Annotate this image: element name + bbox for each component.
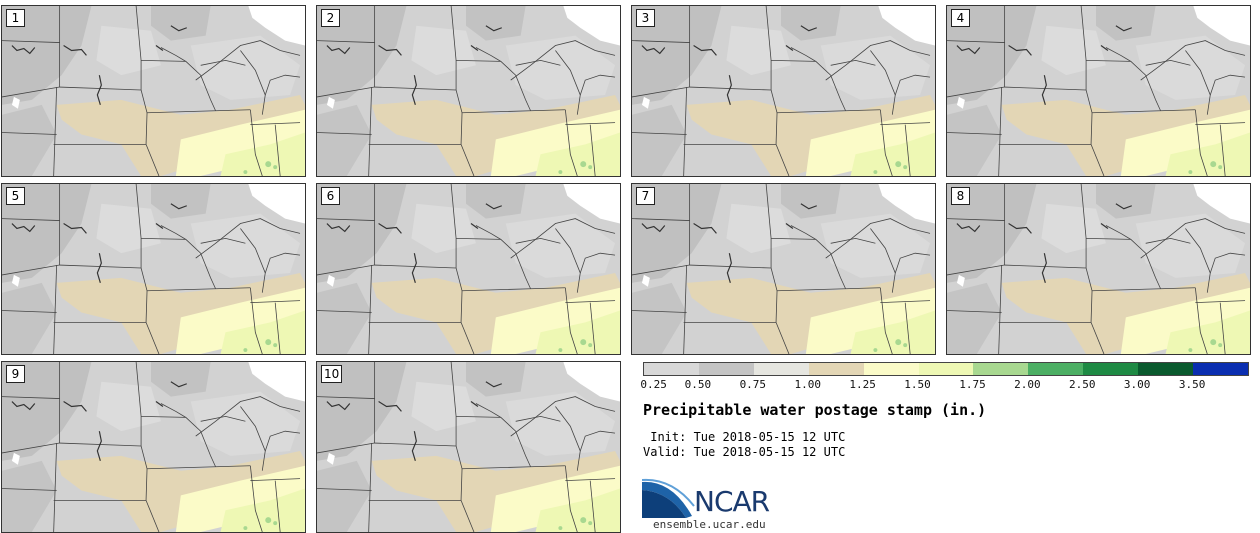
colorbar-segment [863, 363, 919, 375]
colorbar-segment [808, 363, 864, 375]
colorbar-tick-label: 0.50 [684, 378, 712, 391]
colorbar-segment [1138, 363, 1194, 375]
colorbar [643, 362, 1249, 376]
map-graphic [317, 6, 620, 176]
colorbar-segment [918, 363, 974, 375]
colorbar-segment [1028, 363, 1084, 375]
colorbar-segment [644, 363, 699, 375]
postage-stamp-2: 2 [316, 5, 621, 177]
chart-title: Precipitable water postage stamp (in.) [643, 401, 987, 419]
map-graphic [2, 184, 305, 354]
postage-stamp-4: 4 [946, 5, 1251, 177]
colorbar-tick-label: 0.75 [739, 378, 767, 391]
map-graphic [947, 184, 1250, 354]
colorbar-tick-label: 1.00 [794, 378, 821, 391]
postage-stamp-1: 1 [1, 5, 306, 177]
init-time: Init: Tue 2018-05-15 12 UTC [643, 430, 846, 444]
stamp-number-label: 10 [321, 365, 343, 383]
colorbar-segment [1193, 363, 1248, 375]
map-graphic [2, 362, 305, 532]
colorbar-tick-label: 1.75 [959, 378, 986, 391]
stamp-number-label: 3 [636, 9, 655, 27]
colorbar-tick-label: 0.25 [640, 378, 667, 391]
colorbar-tick-label: 2.50 [1069, 378, 1096, 391]
stamp-number-label: 7 [636, 187, 655, 205]
colorbar-segment [698, 363, 754, 375]
postage-stamp-9: 9 [1, 361, 306, 533]
stamp-number-label: 2 [321, 9, 340, 27]
postage-stamp-8: 8 [946, 183, 1251, 355]
colorbar-segment [753, 363, 809, 375]
map-graphic [317, 362, 620, 532]
colorbar-tick-label: 3.50 [1178, 378, 1206, 391]
valid-time: Valid: Tue 2018-05-15 12 UTC [643, 445, 846, 459]
colorbar-tick-label: 2.00 [1014, 378, 1041, 391]
colorbar-tick-label: 3.00 [1123, 378, 1151, 391]
colorbar-tick-label: 1.50 [904, 378, 931, 391]
stamp-number-label: 5 [6, 187, 25, 205]
stamp-number-label: 8 [951, 187, 970, 205]
stamp-number-label: 6 [321, 187, 340, 205]
site-url: ensemble.ucar.edu [653, 518, 766, 531]
colorbar-segment [973, 363, 1029, 375]
postage-stamp-10: 10 [316, 361, 621, 533]
stamp-number-label: 9 [6, 365, 25, 383]
postage-stamp-5: 5 [1, 183, 306, 355]
map-graphic [2, 6, 305, 176]
stamp-number-label: 4 [951, 9, 970, 27]
stamp-number-label: 1 [6, 9, 25, 27]
colorbar-segment [1083, 363, 1139, 375]
postage-stamp-7: 7 [631, 183, 936, 355]
postage-stamp-3: 3 [631, 5, 936, 177]
map-graphic [632, 6, 935, 176]
map-graphic [632, 184, 935, 354]
colorbar-tick-label: 1.25 [849, 378, 876, 391]
map-graphic [317, 184, 620, 354]
map-graphic [947, 6, 1250, 176]
postage-stamp-6: 6 [316, 183, 621, 355]
logo-text: NCAR [694, 485, 770, 518]
ncar-logo-icon [642, 478, 695, 518]
colorbar-ticks: 0.25 0.50 0.75 1.00 1.25 1.50 1.75 2.00 2.50 3.00… [640, 378, 1247, 392]
